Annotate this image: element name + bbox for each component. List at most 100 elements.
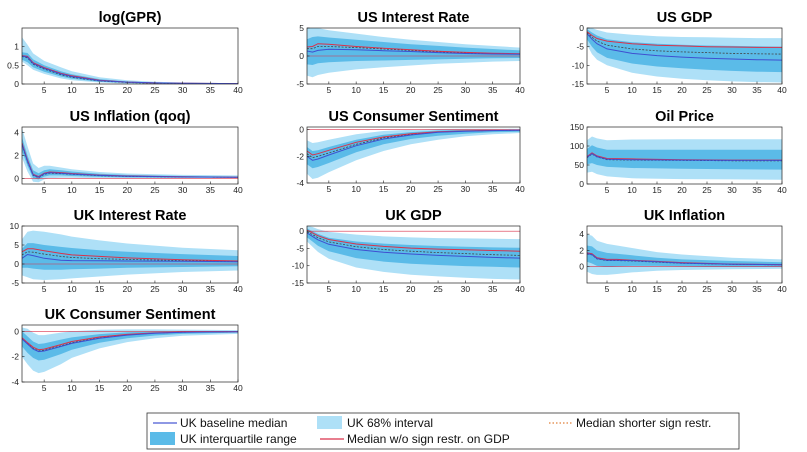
x-tick-label: 20 [406, 284, 416, 294]
x-tick-label: 40 [233, 185, 243, 195]
legend-label-ci68: UK 68% interval [347, 416, 433, 430]
band-interquartile [307, 129, 520, 169]
line-shorter-sign-restr [587, 32, 782, 55]
line-no-gdp-restr [22, 248, 238, 262]
plot-area-us-inflation-qoq [22, 128, 238, 183]
x-tick-label: 10 [67, 383, 77, 393]
y-tick-label: 2 [579, 245, 584, 255]
x-tick-label: 30 [178, 284, 188, 294]
plot-area-uk-consumer-sentiment [22, 327, 238, 374]
x-tick-label: 20 [677, 85, 687, 95]
line-no-gdp-restr [307, 43, 520, 55]
x-tick-label: 40 [233, 284, 243, 294]
panel-title-us-consumer-sentiment: US Consumer Sentiment [329, 109, 499, 125]
legend-swatch-iqr [150, 432, 175, 445]
y-tick-label: -10 [292, 261, 305, 271]
plot-area-us-consumer-sentiment [307, 128, 520, 179]
x-tick-label: 30 [461, 184, 471, 194]
panel-title-log-gpr: log(GPR) [99, 10, 162, 26]
panel-title-us-gdp: US GDP [657, 10, 713, 26]
y-tick-label: -5 [296, 243, 304, 253]
x-tick-label: 35 [752, 185, 762, 195]
x-tick-label: 15 [379, 85, 389, 95]
x-tick-label: 35 [488, 184, 498, 194]
plot-area-uk-gdp [307, 226, 520, 280]
line-shorter-sign-restr [22, 251, 238, 262]
line-baseline-median [587, 33, 782, 61]
y-tick-label: -2 [296, 151, 304, 161]
panel-title-uk-gdp: UK GDP [385, 208, 442, 224]
x-tick-label: 30 [461, 284, 471, 294]
y-tick-label: 0 [579, 23, 584, 33]
line-baseline-median [307, 232, 520, 259]
x-tick-label: 35 [206, 85, 216, 95]
panel-uk-inflation: UK Inflation 5 10 15 20 25 30 35 40 0 2 4 [579, 208, 787, 294]
plot-area-oil-price [587, 136, 782, 180]
x-tick-label: 20 [122, 185, 132, 195]
y-tick-label: 10 [10, 221, 20, 231]
x-tick-label: 35 [206, 383, 216, 393]
x-tick-label: 5 [42, 185, 47, 195]
x-tick-label: 10 [67, 85, 77, 95]
y-tick-label: -15 [292, 278, 305, 288]
axes-frame [586, 225, 783, 284]
x-tick-label: 20 [677, 284, 687, 294]
x-tick-label: 35 [206, 284, 216, 294]
panel-uk-consumer-sentiment: UK Consumer Sentiment 5 10 15 20 25 30 35 40 -4 -2… [11, 307, 243, 393]
x-tick-label: 20 [406, 85, 416, 95]
x-tick-label: 35 [752, 85, 762, 95]
x-tick-label: 10 [627, 185, 637, 195]
axes-frame [21, 27, 239, 85]
panel-title-uk-inflation: UK Inflation [644, 208, 725, 224]
x-tick-label: 25 [702, 85, 712, 95]
legend-swatch-ci68 [317, 416, 342, 429]
legend-label-nogdp: Median w/o sign restr. on GDP [347, 432, 510, 446]
axes-frame [306, 126, 521, 184]
x-tick-label: 40 [233, 85, 243, 95]
y-tick-label: 0 [579, 262, 584, 272]
axes-frame [21, 324, 239, 383]
plot-area-us-interest-rate [307, 28, 520, 78]
x-tick-label: 15 [379, 184, 389, 194]
x-tick-label: 30 [727, 185, 737, 195]
x-tick-label: 5 [326, 85, 331, 95]
panel-log-gpr: log(GPR) 5 10 15 20 25 30 35 40 0 0.5 1 [7, 10, 243, 95]
plot-area-uk-inflation [587, 234, 782, 275]
panel-uk-gdp: UK GDP 5 10 15 20 25 30 35 40 -15 -10 -5 0 [292, 208, 525, 294]
legend-label-shorter: Median shorter sign restr. [576, 416, 711, 430]
x-tick-label: 15 [95, 383, 105, 393]
y-tick-label: -15 [572, 79, 585, 89]
panel-title-us-interest-rate: US Interest Rate [357, 10, 469, 26]
y-tick-label: 0 [14, 79, 19, 89]
panel-uk-interest-rate: UK Interest Rate 5 10 15 20 25 30 35 40 -5 0 5 10 [10, 208, 243, 294]
band-interquartile [22, 137, 238, 180]
plot-area-us-gdp [587, 28, 782, 83]
band-68-interval [22, 37, 238, 84]
y-tick-label: 150 [570, 122, 584, 132]
legend-label-baseline: UK baseline median [180, 416, 287, 430]
band-interquartile [22, 243, 238, 270]
x-tick-label: 5 [605, 284, 610, 294]
x-tick-label: 40 [515, 85, 525, 95]
y-tick-label: 5 [299, 23, 304, 33]
y-tick-label: 0 [14, 259, 19, 269]
y-tick-label: -2 [11, 352, 19, 362]
x-tick-label: 15 [652, 85, 662, 95]
x-tick-label: 15 [95, 85, 105, 95]
x-tick-label: 10 [627, 284, 637, 294]
axes-frame [586, 126, 783, 185]
x-tick-label: 20 [122, 85, 132, 95]
x-tick-label: 20 [122, 284, 132, 294]
line-no-gdp-restr [22, 142, 238, 178]
x-tick-label: 5 [42, 383, 47, 393]
y-tick-label: 0 [579, 179, 584, 189]
x-tick-label: 15 [95, 185, 105, 195]
panel-us-inflation-qoq: US Inflation (qoq) 5 10 15 20 25 30 35 40 0 2 4 [14, 109, 243, 195]
x-tick-label: 30 [461, 85, 471, 95]
x-tick-label: 15 [652, 284, 662, 294]
y-tick-label: 4 [14, 128, 19, 138]
x-tick-label: 15 [379, 284, 389, 294]
y-tick-label: -5 [576, 42, 584, 52]
